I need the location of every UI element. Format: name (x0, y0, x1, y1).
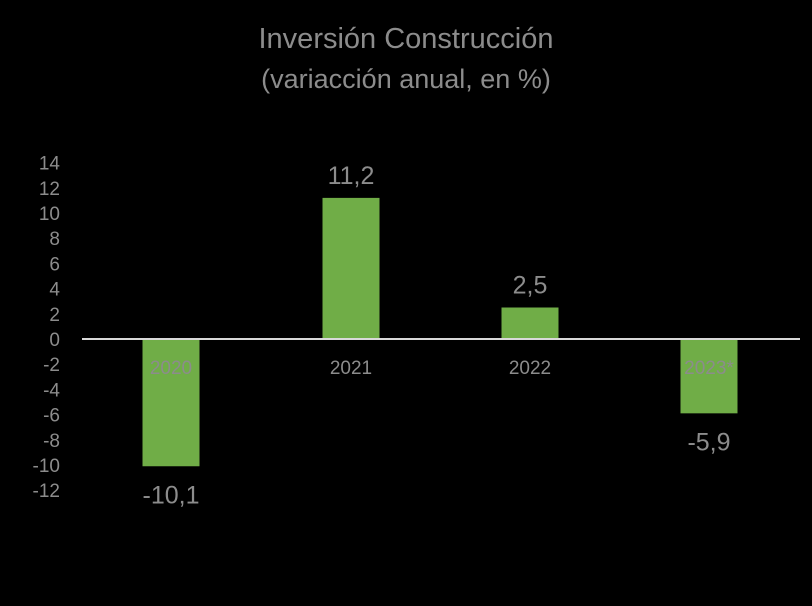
y-tick-label: 10 (39, 204, 60, 225)
chart-subtitle: (variacción anual, en %) (261, 64, 551, 94)
category-label: 2022 (509, 358, 551, 379)
y-tick-label: -10 (33, 456, 60, 477)
bar-series (142, 197, 738, 467)
y-tick-label: 2 (49, 305, 60, 326)
category-labels: 2020 2021 2022 2023* (150, 358, 735, 379)
y-tick-label: 4 (49, 280, 60, 301)
category-label: 2023* (684, 358, 734, 379)
y-tick-label: 12 (39, 179, 60, 200)
bar-2022 (501, 307, 559, 339)
category-label: 2020 (150, 358, 192, 379)
data-label: 11,2 (328, 162, 375, 190)
data-label: -10,1 (143, 481, 200, 509)
y-tick-label: -2 (43, 355, 60, 376)
bar-2021 (322, 197, 380, 339)
y-tick-label: 0 (49, 330, 60, 351)
chart-title: Inversión Construcción (259, 23, 554, 55)
y-tick-label: 8 (49, 229, 60, 250)
y-tick-label: -12 (33, 481, 60, 502)
data-label: 2,5 (513, 272, 548, 300)
y-tick-label: -8 (43, 431, 60, 452)
data-labels: -10,1 11,2 2,5 -5,9 (143, 162, 731, 509)
y-tick-label: 6 (49, 254, 60, 275)
y-tick-label: -6 (43, 406, 60, 427)
data-label: -5,9 (687, 428, 730, 456)
y-tick-label: 14 (39, 154, 61, 175)
bar-2020 (142, 339, 200, 467)
category-label: 2021 (330, 358, 372, 379)
bar-2023 (680, 339, 738, 414)
y-tick-label: -4 (43, 380, 60, 401)
y-axis-ticks: 14 12 10 8 6 4 2 0 -2 -4 -6 -8 -10 -12 (33, 154, 61, 503)
